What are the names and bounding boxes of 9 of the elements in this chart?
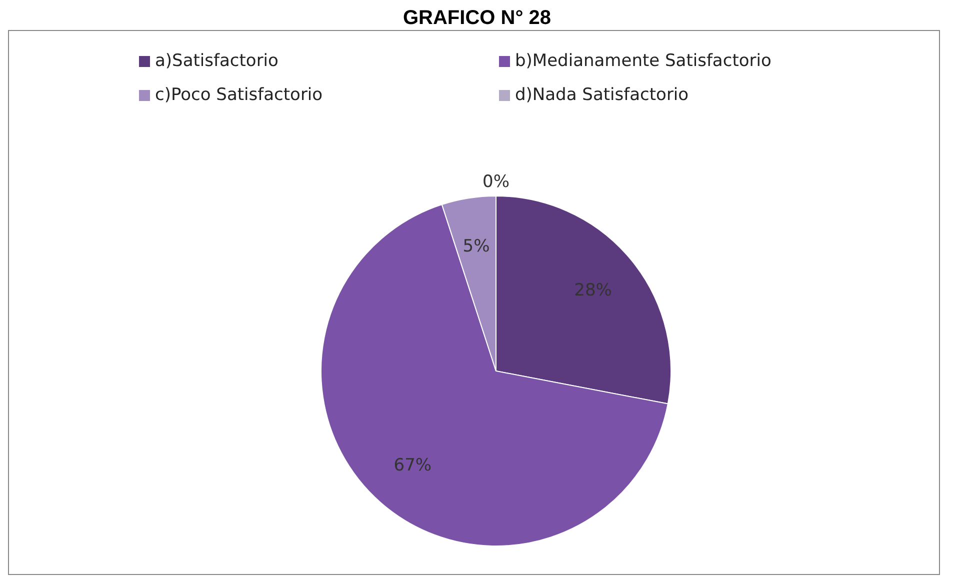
data-label: 67%: [394, 456, 432, 476]
legend-label: a)Satisfactorio: [155, 51, 278, 71]
data-label: 28%: [574, 280, 612, 301]
data-label: 5%: [462, 236, 490, 257]
legend-label: d)Nada Satisfactorio: [515, 85, 689, 105]
text: 0%: [482, 172, 510, 192]
chart-title: GRAFICO N° 28: [402, 7, 552, 30]
legend-label: c)Poco Satisfactorio: [155, 85, 323, 105]
legend-label: b)Medianamente Satisfactorio: [515, 51, 772, 71]
